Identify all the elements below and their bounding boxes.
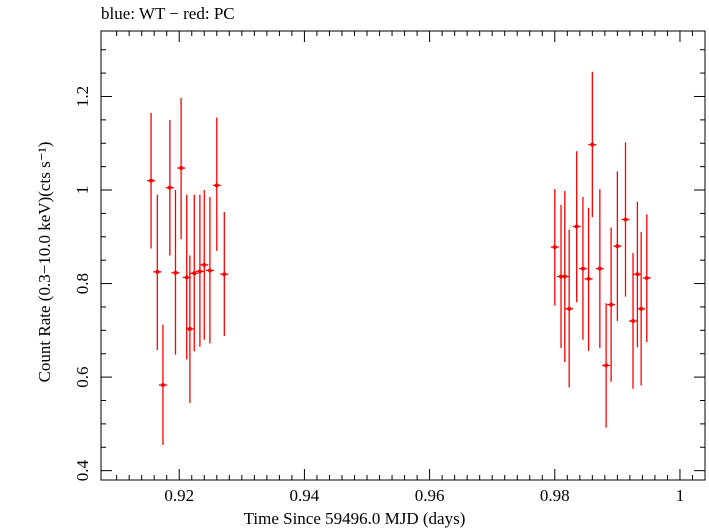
x-tick-label: 0.94	[290, 486, 320, 505]
y-tick-label: 1.2	[73, 86, 92, 107]
data-point	[550, 189, 559, 306]
data-point	[595, 189, 604, 349]
point-marker	[173, 270, 178, 275]
point-marker	[586, 276, 591, 281]
axis-ticks	[101, 31, 705, 480]
point-marker	[604, 363, 609, 368]
data-point	[171, 190, 180, 355]
point-marker	[562, 274, 567, 279]
point-marker	[644, 275, 649, 280]
point-marker	[187, 326, 192, 331]
data-point	[565, 229, 574, 388]
data-point	[642, 214, 651, 343]
point-marker	[615, 244, 620, 249]
data-point	[158, 324, 167, 445]
data-point	[200, 190, 209, 340]
data-point	[190, 194, 199, 352]
plot-frame	[100, 30, 706, 481]
y-axis-label: Count Rate (0.3−10.0 keV)(cts s⁻¹)	[35, 141, 54, 383]
y-tick-label: 0.6	[73, 366, 92, 387]
data-point	[185, 255, 194, 403]
y-tick-label: 0.8	[73, 273, 92, 294]
x-tick-label: 0.92	[164, 486, 194, 505]
data-point	[621, 142, 630, 297]
data-point	[584, 207, 593, 351]
y-tick-label: 1	[73, 186, 92, 195]
point-marker	[635, 272, 640, 277]
point-marker	[197, 269, 202, 274]
point-marker	[597, 266, 602, 271]
point-marker	[609, 302, 614, 307]
data-point	[165, 119, 174, 256]
axis-tick-labels: 0.92 0.94 0.96 0.98 1 0.4 0.6 0.8 1 1.2	[73, 86, 684, 505]
x-axis-label: Time Since 59496.0 MJD (days)	[243, 509, 466, 528]
data-point	[572, 151, 581, 303]
data-point	[212, 117, 221, 251]
data-point	[633, 201, 642, 348]
point-marker	[639, 306, 644, 311]
data-point	[560, 190, 569, 363]
data-point	[177, 97, 186, 240]
x-tick-label: 1	[676, 486, 685, 505]
point-marker	[552, 245, 557, 250]
data-point	[588, 71, 597, 218]
point-marker	[149, 178, 154, 183]
point-marker	[623, 217, 628, 222]
data-point	[153, 194, 162, 350]
point-marker	[184, 275, 189, 280]
x-tick-label: 0.98	[540, 486, 570, 505]
data-point	[629, 253, 638, 389]
data-point	[195, 194, 204, 347]
data-point	[637, 232, 646, 386]
point-marker	[155, 269, 160, 274]
point-marker	[202, 262, 207, 267]
point-marker	[580, 266, 585, 271]
point-marker	[222, 272, 227, 277]
point-marker	[574, 224, 579, 229]
point-marker	[590, 142, 595, 147]
data-point	[602, 303, 611, 428]
point-marker	[631, 318, 636, 323]
point-marker	[207, 268, 212, 273]
point-marker	[567, 306, 572, 311]
data-point	[578, 197, 587, 340]
data-points	[147, 71, 651, 445]
point-marker	[192, 271, 197, 276]
data-point	[220, 212, 229, 336]
data-point	[205, 197, 214, 344]
point-marker	[214, 183, 219, 188]
data-point	[147, 112, 156, 249]
y-tick-label: 0.4	[73, 460, 92, 482]
data-point	[613, 171, 622, 321]
point-marker	[179, 166, 184, 171]
point-marker	[167, 185, 172, 190]
x-tick-label: 0.96	[415, 486, 445, 505]
point-marker	[160, 383, 165, 388]
chart-title: blue: WT − red: PC	[101, 4, 235, 23]
data-point	[607, 227, 616, 382]
